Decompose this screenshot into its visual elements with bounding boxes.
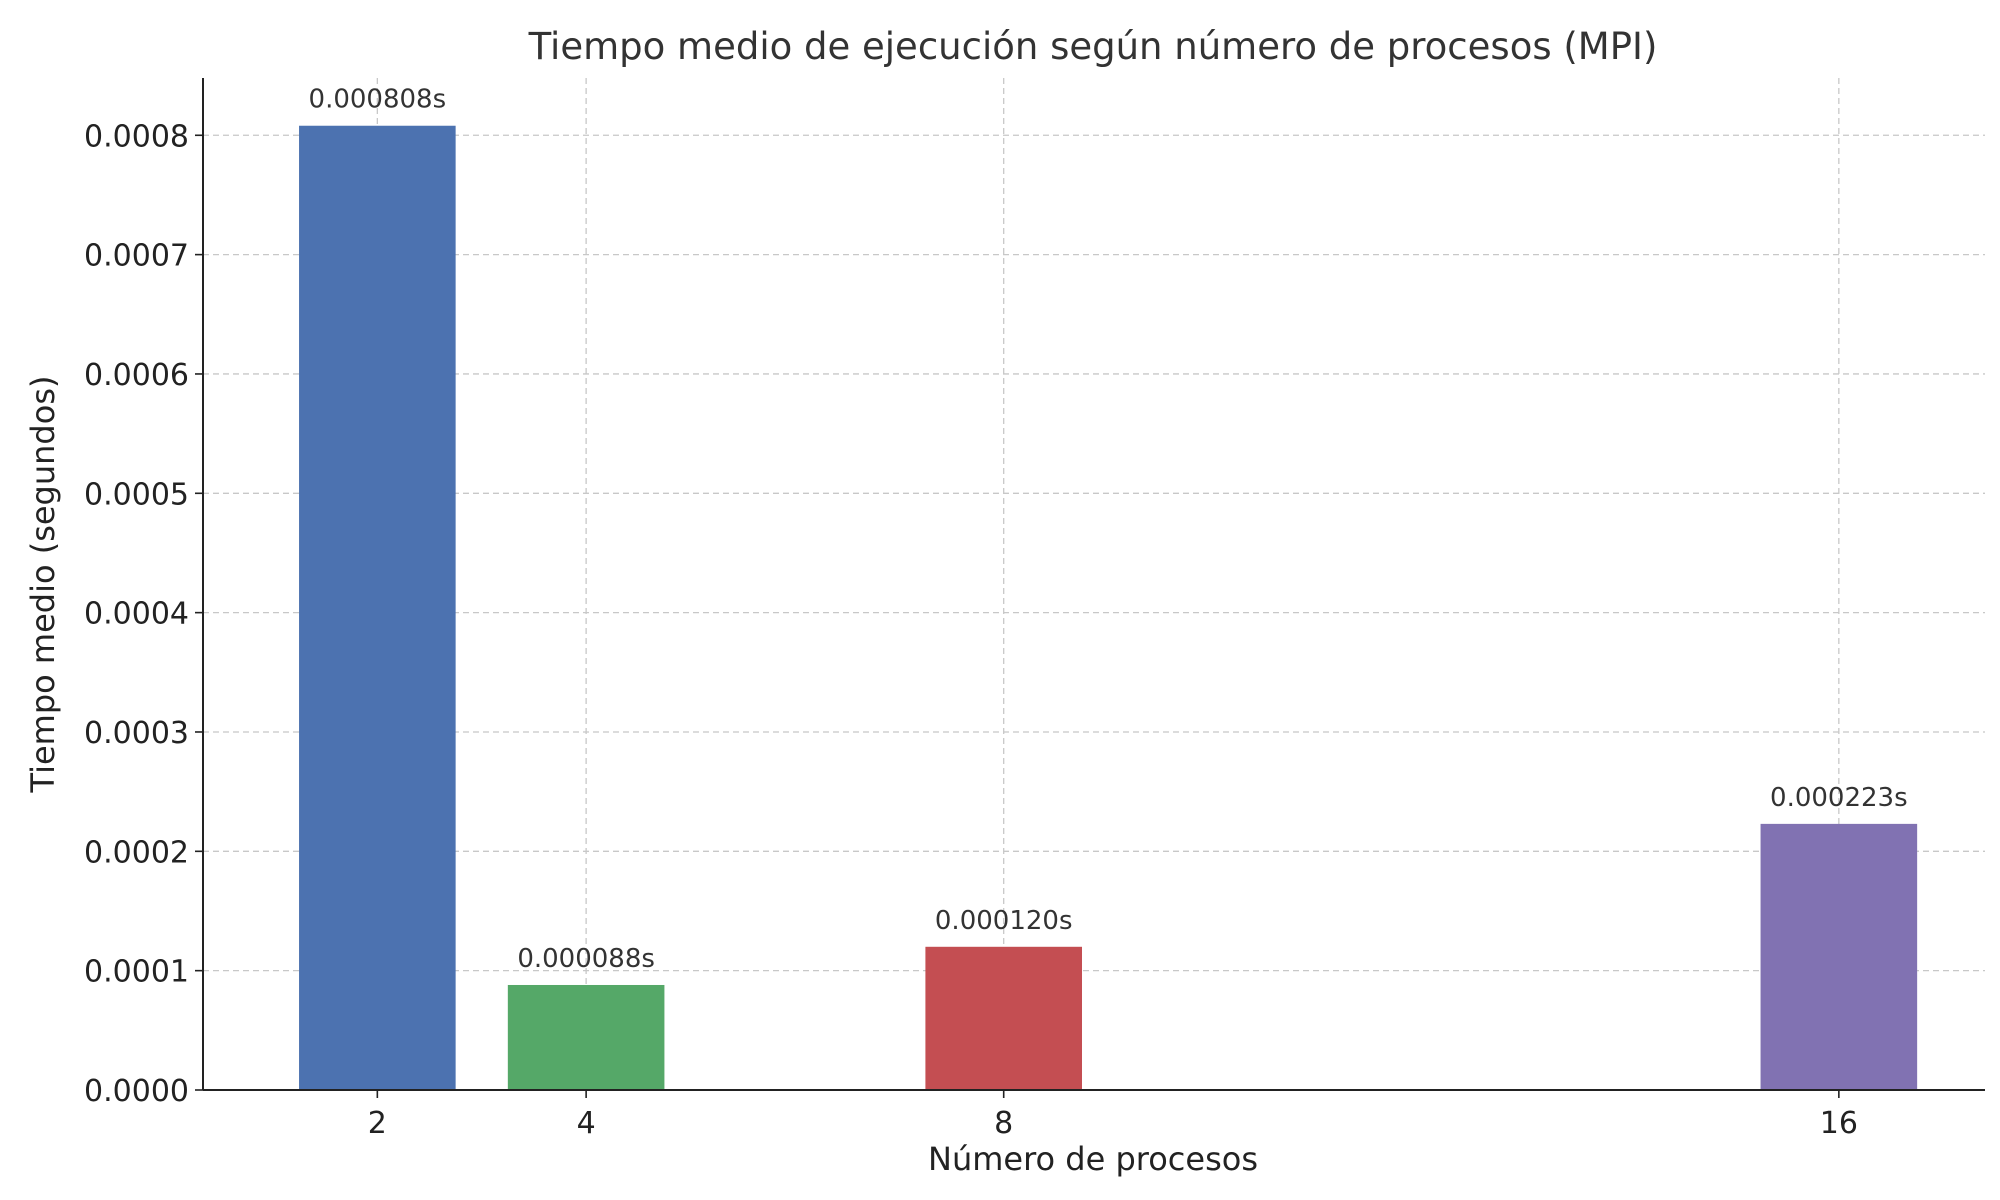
bar-value-label: 0.000120s bbox=[935, 906, 1073, 936]
bar bbox=[925, 946, 1082, 1090]
bar bbox=[299, 125, 456, 1091]
y-tick-label: 0.0006 bbox=[84, 358, 189, 393]
bar bbox=[507, 984, 665, 1090]
data-labels: 0.000808s 0.000088s 0.000120s 0.000223s bbox=[309, 85, 1908, 974]
ticks: 0.0000 0.0001 0.0002 0.0003 0.0004 0.0005 0.00… bbox=[84, 119, 1858, 1141]
y-axis-label: Tiempo medio (segundos) bbox=[24, 376, 62, 794]
bar-value-label: 0.000223s bbox=[1770, 783, 1908, 813]
y-tick-label: 0.0000 bbox=[84, 1074, 189, 1109]
x-axis-label: Número de procesos bbox=[928, 1140, 1258, 1178]
x-tick-label: 8 bbox=[994, 1106, 1013, 1141]
x-tick-label: 16 bbox=[1820, 1106, 1858, 1141]
y-tick-label: 0.0001 bbox=[84, 955, 189, 990]
bar-value-label: 0.000088s bbox=[517, 944, 655, 974]
y-tick-label: 0.0008 bbox=[84, 119, 189, 154]
axes bbox=[202, 78, 1985, 1091]
y-tick-label: 0.0003 bbox=[84, 716, 189, 751]
x-tick-label: 2 bbox=[368, 1106, 387, 1141]
bar bbox=[1760, 823, 1918, 1090]
grid bbox=[203, 78, 1985, 1091]
bars bbox=[299, 125, 1918, 1091]
chart-title: Tiempo medio de ejecución según número d… bbox=[528, 25, 1658, 68]
x-tick-label: 4 bbox=[577, 1106, 596, 1141]
y-tick-label: 0.0002 bbox=[84, 835, 189, 870]
y-tick-label: 0.0005 bbox=[84, 477, 189, 512]
bar-value-label: 0.000808s bbox=[309, 85, 447, 115]
y-tick-label: 0.0007 bbox=[84, 239, 189, 274]
y-tick-label: 0.0004 bbox=[84, 597, 189, 632]
